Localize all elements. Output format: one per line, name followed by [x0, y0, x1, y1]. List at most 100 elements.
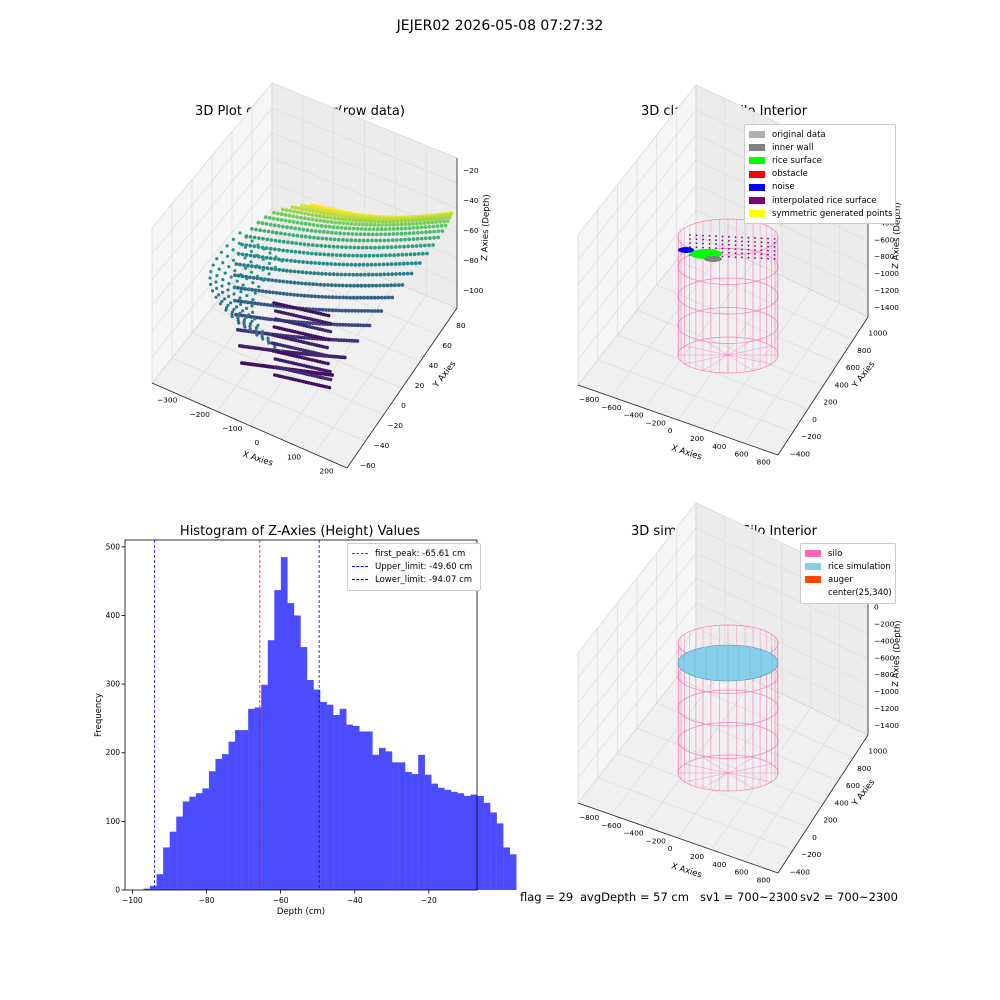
raw-data-point	[381, 262, 386, 267]
raw-data-point	[236, 299, 241, 303]
raw-data-point	[250, 227, 254, 231]
raw-data-point	[344, 245, 348, 250]
raw-data-point	[221, 261, 225, 265]
raw-data-point	[366, 272, 371, 277]
raw-data-point	[300, 207, 305, 212]
interpolated-rice-point	[721, 235, 724, 238]
histogram-bar	[182, 801, 190, 890]
legend-item-silo: silo	[805, 547, 891, 560]
raw-data-point	[385, 262, 390, 267]
raw-data-point	[407, 222, 412, 227]
raw-data-point	[314, 213, 319, 218]
raw-data-point	[300, 281, 304, 286]
raw-data-point	[356, 245, 361, 250]
raw-data-point	[398, 272, 402, 276]
raw-data-point	[352, 245, 357, 250]
raw-data-point	[372, 309, 377, 313]
raw-data-point	[248, 327, 252, 331]
raw-data-point	[226, 303, 230, 307]
legend-item-obstacle: obstacle	[749, 168, 891, 181]
raw-data-point	[340, 283, 345, 288]
raw-data-point	[238, 231, 242, 235]
histogram-bar	[333, 715, 340, 890]
raw-data-point	[395, 219, 400, 224]
classify-z-tick-label: −600	[874, 235, 895, 244]
raw-data-point	[320, 207, 324, 212]
interpolated-rice-point	[754, 237, 756, 239]
histogram-bar	[235, 730, 242, 890]
raw-data-point	[415, 221, 419, 226]
raw-data-point	[389, 245, 394, 250]
raw-data-point	[306, 294, 310, 298]
raw-data-point	[364, 222, 369, 227]
interpolated-rice-point	[721, 247, 724, 250]
x-tick-label: −100	[122, 896, 143, 905]
raw-data-point	[375, 232, 379, 237]
raw-data-point	[252, 244, 257, 249]
raw-data-point	[300, 203, 304, 208]
status-sv1: sv1 = 700~2300	[700, 890, 798, 904]
raw-data-point	[323, 244, 328, 249]
histogram-bar	[267, 640, 275, 890]
raw-data-point	[237, 252, 241, 256]
raw-data-point	[236, 319, 240, 323]
raw-data-point	[297, 206, 302, 211]
raw-data-point	[313, 203, 317, 208]
raw-data-point	[280, 259, 284, 263]
raw-data-point	[344, 338, 349, 343]
raw-data-point	[230, 310, 235, 314]
interpolated-rice-point	[708, 239, 711, 241]
raw-data-point	[330, 230, 334, 235]
raw-data-point	[273, 265, 277, 269]
raw-data-point	[279, 231, 283, 236]
y-tick-label: 0	[115, 886, 120, 895]
raw-data-point	[287, 213, 292, 218]
raw-data-point	[227, 265, 231, 269]
raw-data-point	[395, 232, 400, 236]
raw-data-point	[289, 334, 293, 339]
histogram-bar	[503, 847, 510, 890]
raw-data-point	[368, 222, 373, 227]
raw-data-point	[293, 259, 297, 264]
raw-data-point	[386, 238, 391, 243]
raw-data-point	[252, 235, 257, 240]
raw-data-point	[326, 252, 331, 257]
classify-y-tick-label: 1000	[868, 329, 887, 338]
raw-data-point	[327, 337, 331, 342]
raw-data-point	[337, 221, 342, 225]
raw-data-point	[270, 278, 275, 283]
interpolated-rice-point	[715, 247, 717, 250]
classify-silo-base-spoke	[727, 339, 754, 356]
raw-data-point	[296, 270, 301, 274]
raw-data-point	[242, 263, 246, 267]
interpolated-rice-point	[689, 238, 691, 240]
raw-data-point	[415, 230, 420, 235]
raw-data-point	[312, 271, 317, 276]
raw-data-point	[347, 218, 352, 222]
raw-data-point	[427, 224, 432, 229]
classify-x-tick-label: −200	[646, 836, 667, 845]
interpolated-rice-point	[695, 242, 698, 245]
classify-silo-base-spoke	[727, 354, 772, 365]
raw-data-point	[260, 289, 265, 294]
raw-data-point	[254, 328, 258, 332]
raw-data-point	[305, 251, 310, 256]
raw-data-point	[330, 220, 334, 225]
legend-item-rice-simulation: rice simulation	[805, 560, 891, 573]
y-tick-label: 100	[106, 817, 121, 826]
raw-data-point	[249, 300, 254, 305]
raw-data-point	[319, 224, 324, 228]
classify-x-tick-label: 200	[690, 852, 704, 861]
raw-data-point	[289, 249, 294, 254]
interpolated-rice-point	[741, 252, 743, 255]
raw-data-point	[325, 215, 330, 220]
classify-silo-base-spoke	[727, 354, 754, 371]
raw-data-point	[244, 235, 248, 239]
raw-data-point	[395, 222, 400, 227]
classify-grid-line	[577, 552, 869, 704]
interpolated-rice-point	[702, 234, 704, 237]
raw-data-point	[349, 222, 354, 226]
raw-data-point	[357, 222, 361, 227]
raw-data-point	[374, 283, 379, 288]
raw-data-point	[358, 295, 363, 300]
